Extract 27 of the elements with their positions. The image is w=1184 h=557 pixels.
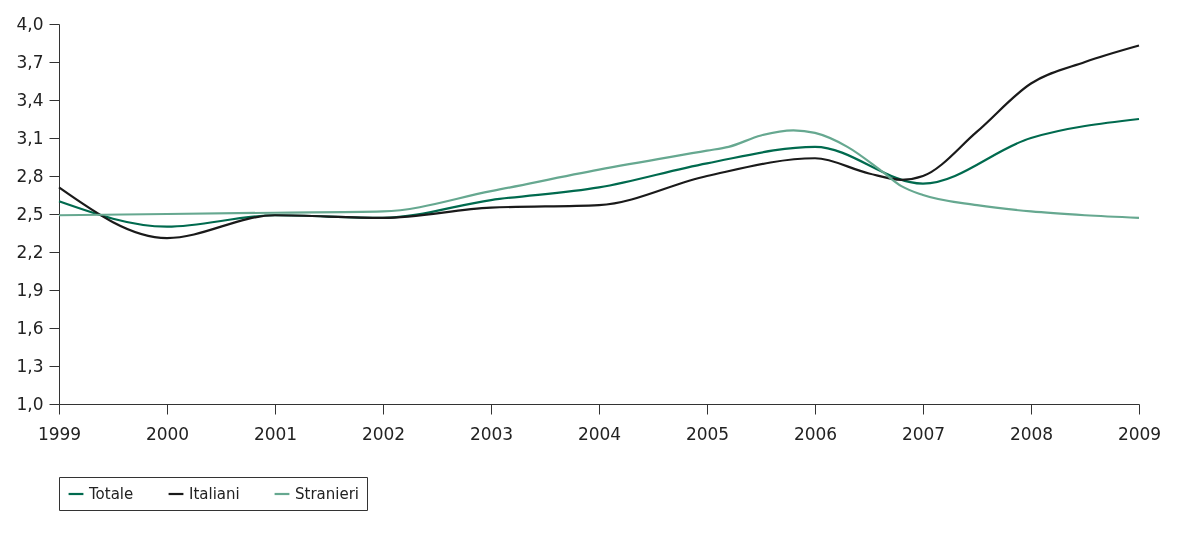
y-tick-label: 2,8	[16, 165, 44, 186]
line-series	[57, 44, 1141, 240]
y-tick-label: 4,0	[16, 13, 44, 34]
x-tick-label: 2007	[901, 423, 946, 444]
x-tick-label: 2005	[685, 423, 730, 444]
y-tick-label: 1,6	[16, 317, 44, 338]
x-tick-label: 2000	[145, 423, 190, 444]
y-tick-label: 3,7	[16, 51, 44, 72]
y-tick-label: 2,2	[16, 241, 44, 262]
x-tick-label: 2001	[253, 423, 298, 444]
line-series	[57, 129, 1141, 219]
x-tick-label: 1999	[37, 423, 82, 444]
y-tick-label: 1,9	[16, 279, 44, 300]
x-tick-label: 2004	[577, 423, 622, 444]
y-tick-label: 3,4	[16, 89, 44, 110]
x-tick-label: 2006	[793, 423, 838, 444]
x-tick-label: 2002	[361, 423, 406, 444]
y-tick-label: 1,0	[16, 393, 44, 414]
y-tick-label: 2,5	[16, 203, 44, 224]
x-tick-label: 2008	[1009, 423, 1054, 444]
legend-label: Stranieri	[295, 485, 359, 503]
y-tick-label: 3,1	[16, 127, 44, 148]
y-tick-label: 1,3	[16, 355, 44, 376]
x-tick-label: 2009	[1117, 423, 1162, 444]
x-tick-label: 2003	[469, 423, 514, 444]
legend-label: Totale	[88, 485, 134, 503]
legend-label: Italiani	[189, 485, 240, 503]
